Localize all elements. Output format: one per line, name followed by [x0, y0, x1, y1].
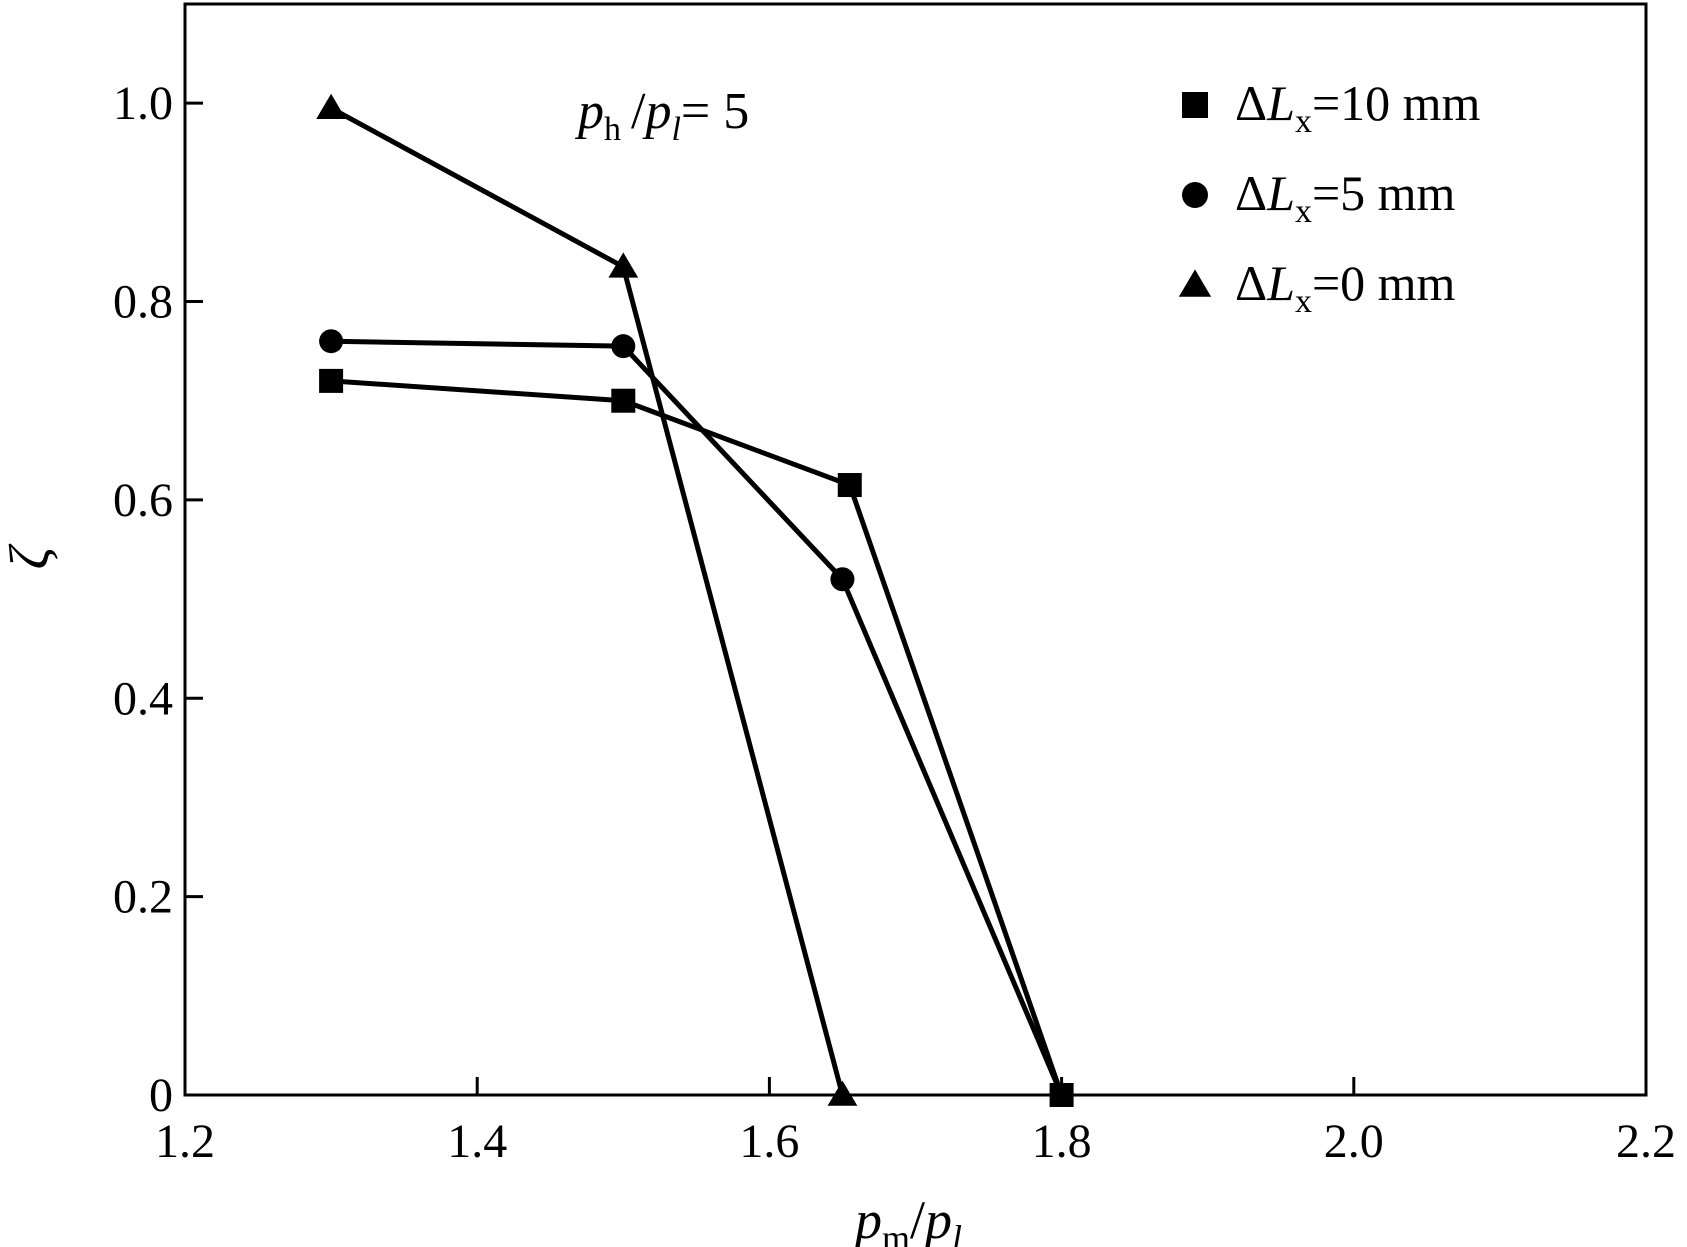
data-point-5mm: [319, 329, 344, 354]
x-tick-label: 1.8: [1032, 1115, 1092, 1168]
y-axis-label: ζ: [0, 543, 61, 569]
annotation-rest: = 5: [681, 83, 749, 140]
x-axis-label-sub2: l: [952, 1218, 962, 1247]
y-tick-label: 0.4: [113, 672, 173, 725]
y-tick-label: 0.6: [113, 474, 173, 527]
series-line-10mm: [330, 378, 1064, 1096]
legend-marker-10mm: [1182, 92, 1208, 118]
x-tick-label: 2.0: [1324, 1115, 1384, 1168]
series-5mm: [319, 329, 1074, 1107]
y-tick-label: 0.8: [113, 276, 173, 329]
series-0mm: [316, 93, 858, 1106]
legend: ΔLx=10 mm ΔLx=5 mm ΔLx=0 mm: [1178, 75, 1481, 320]
x-tick-label: 1.6: [739, 1115, 799, 1168]
series-line-5mm: [331, 338, 1064, 1096]
data-point-0mm: [827, 1080, 858, 1106]
x-axis-label-p2: p: [921, 1190, 952, 1247]
annotation-p1: p: [574, 83, 604, 140]
y-tick-label: 1.0: [113, 77, 173, 130]
x-axis-label-sub1: m: [882, 1218, 910, 1247]
annotation-sub2: l: [671, 111, 680, 148]
annotation-sub1: h: [604, 111, 621, 148]
data-point-10mm: [611, 388, 636, 413]
data-point-0mm: [316, 93, 346, 119]
data-point-5mm: [830, 567, 855, 592]
legend-marker-5mm: [1182, 182, 1208, 208]
y-tick-label: 0: [149, 1069, 173, 1122]
data-point-10mm: [319, 368, 344, 393]
annotation-p2: p: [641, 83, 671, 140]
annotation-sep: /: [631, 83, 646, 140]
legend-marker-0mm: [1178, 269, 1212, 297]
x-tick-label: 1.4: [447, 1115, 507, 1168]
series-10mm: [319, 368, 1074, 1107]
x-tick-label: 1.2: [155, 1115, 215, 1168]
x-axis-label-sep: /: [910, 1190, 925, 1247]
plot-frame: [183, 2, 1648, 1097]
data-point-5mm: [611, 334, 636, 359]
legend-label-10mm: ΔLx=10 mm: [1235, 75, 1481, 140]
legend-label-5mm: ΔLx=5 mm: [1235, 165, 1456, 230]
data-point-10mm: [837, 473, 862, 498]
x-tick-label: 2.2: [1616, 1115, 1676, 1168]
x-axis-label-p1: p: [851, 1190, 882, 1247]
x-axis-label: pm/pl: [851, 1190, 962, 1247]
series-line-0mm: [329, 105, 845, 1096]
y-tick-label: 0.2: [113, 871, 173, 924]
annotation: ph/pl= 5: [574, 83, 749, 148]
legend-label-0mm: ΔLx=0 mm: [1235, 255, 1456, 320]
data-point-0mm: [608, 252, 639, 278]
